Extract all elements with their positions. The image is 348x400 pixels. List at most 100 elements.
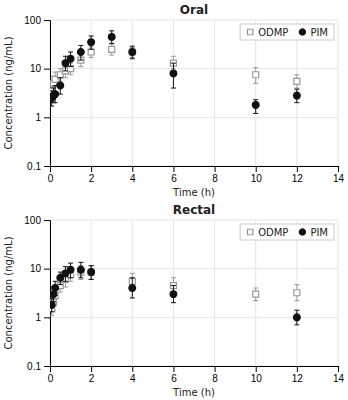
point (253, 291, 259, 297)
point (77, 266, 84, 273)
legend-symbol (247, 229, 252, 234)
x-axis-tick-mark (338, 166, 339, 172)
x-axis-tick-label: 8 (212, 173, 218, 184)
point (170, 291, 177, 298)
grid-line-y (50, 20, 338, 21)
point (52, 91, 59, 98)
panel: 024681012140.1110100ODMPPIMRectalTime (h… (3, 203, 344, 398)
grid-line-y (50, 68, 338, 69)
y-axis: 0.1 1 10 100 (24, 215, 50, 372)
x-axis-tick: 10 (251, 166, 263, 184)
error-bar (89, 266, 94, 280)
marks (50, 262, 300, 325)
x-axis-domain (51, 167, 339, 173)
point (52, 285, 59, 292)
x-axis-tick: 4 (130, 366, 136, 384)
x-axis-tick-mark (215, 166, 216, 172)
point (67, 55, 74, 62)
legend-symbol (299, 29, 305, 35)
legend-label: ODMP (258, 227, 288, 238)
point (294, 78, 300, 84)
y-axis-tick-label: 10 (30, 63, 42, 74)
point (129, 49, 136, 56)
legend-label: ODMP (258, 27, 288, 38)
x-axis-tick-mark (173, 166, 174, 172)
x-axis-tick: 8 (212, 166, 218, 184)
x-axis-tick-label: 2 (89, 173, 95, 184)
error-bar (171, 286, 176, 303)
error-bar (78, 45, 83, 60)
x-axis-tick-mark (338, 366, 339, 372)
legend-symbol (299, 229, 305, 235)
x-axis-tick: 4 (130, 166, 136, 184)
point (170, 70, 177, 77)
x-axis-tick: 2 (89, 366, 95, 384)
x-axis-tick-label: 4 (130, 173, 136, 184)
point (67, 266, 74, 273)
x-axis-tick-mark (256, 166, 257, 172)
grid-line-y (50, 220, 338, 221)
x-axis-tick-label: 0 (48, 373, 54, 384)
y-axis-tick: 1 (35, 112, 50, 123)
x-axis-tick-mark (132, 366, 133, 372)
x-axis-tick: 0 (48, 366, 54, 384)
legend: ODMP PIM (240, 224, 334, 240)
y-axis-tick-mark (44, 69, 50, 70)
y-axis-tick: 0.1 (27, 361, 50, 372)
x-axis-domain (51, 367, 339, 373)
title: Oral (180, 3, 208, 17)
point (57, 82, 64, 89)
point (293, 314, 300, 321)
point (88, 269, 95, 276)
marks (50, 31, 300, 114)
y-axis-tick-label: 0.1 (27, 161, 41, 172)
y-axis-tick: 1 (35, 312, 50, 323)
error-bar (294, 75, 299, 88)
y-axis-tick-mark (44, 166, 50, 167)
x-axis-tick-label: 8 (212, 373, 218, 384)
x-axis-tick-label: 6 (171, 373, 177, 384)
legend-symbol (247, 29, 252, 34)
grid-line-x (91, 220, 92, 366)
point (129, 49, 135, 55)
y-axis-tick: 100 (24, 215, 50, 226)
plot-area: 0 2 4 6 8 10 12 14 0.1 1 10 100 ODMP PIM (24, 215, 344, 384)
point (88, 39, 95, 46)
y-axis-tick: 0.1 (27, 161, 50, 172)
error-bar (253, 100, 258, 114)
x-axis-tick-label: 10 (251, 373, 263, 384)
grid-line-x (214, 220, 215, 366)
x-axis-tick-label: 0 (48, 173, 54, 184)
y-axis-tick-mark (44, 366, 50, 367)
y-axis-title: Concentration (ng/mL) (3, 236, 14, 349)
x-axis-tick-mark (297, 366, 298, 372)
y-axis-tick: 10 (30, 263, 50, 274)
grid (50, 220, 338, 366)
grid-line-x (338, 20, 339, 166)
x-axis-tick-label: 4 (130, 373, 136, 384)
x-axis-tick-mark (91, 366, 92, 372)
x-axis-tick: 8 (212, 366, 218, 384)
grid-line-x (214, 20, 215, 166)
x-axis-tick: 10 (251, 366, 263, 384)
grid-line-x (132, 20, 133, 166)
error-bar (130, 46, 135, 59)
y-axis-tick-label: 100 (24, 215, 41, 226)
error-bar (89, 266, 94, 280)
x-axis-tick: 14 (333, 366, 345, 384)
error-bar (171, 63, 176, 88)
y-axis-domain (44, 221, 51, 367)
point (294, 290, 300, 296)
y-axis-tick-mark (44, 117, 50, 118)
grid-line-x (173, 20, 174, 166)
series (50, 262, 300, 325)
series (50, 266, 300, 316)
chart-svg: 024681012140.1110100ODMPPIMOralTime (h)C… (0, 0, 348, 400)
panel: 024681012140.1110100ODMPPIMOralTime (h)C… (3, 3, 344, 198)
x-axis-tick: 12 (292, 366, 304, 384)
grid-line-y (50, 117, 338, 118)
x-axis-tick: 0 (48, 166, 54, 184)
legend-label: PIM (310, 227, 328, 238)
plot-area: 024681012140.1110100ODMPPIM (24, 15, 344, 184)
error-bar (109, 31, 114, 44)
